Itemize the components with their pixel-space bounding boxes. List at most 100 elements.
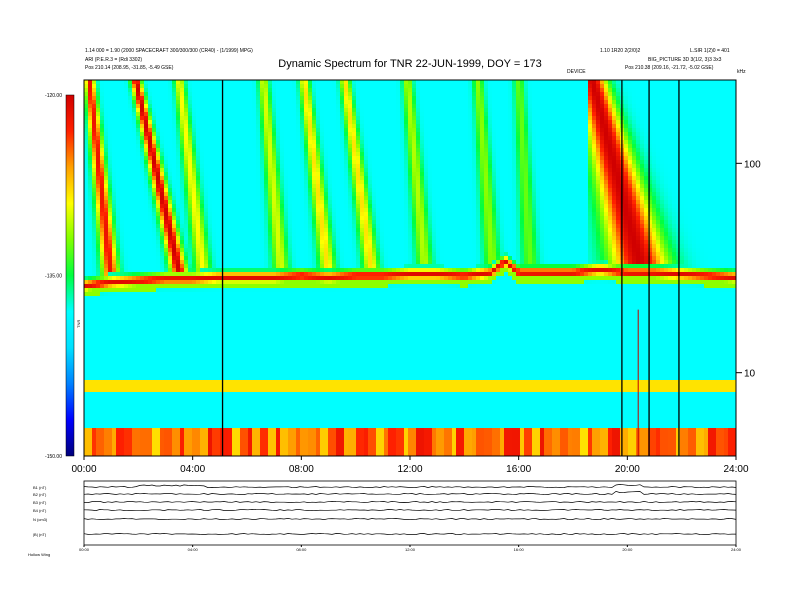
- spectrum-cell: [272, 156, 277, 161]
- spectrum-cell: [700, 92, 705, 97]
- spectrum-cell: [436, 144, 441, 149]
- spectrum-cell: [376, 192, 381, 197]
- spectrum-cell: [216, 152, 221, 157]
- spectrum-cell: [368, 160, 373, 165]
- spectrum-cell: [608, 116, 613, 121]
- spectrum-cell: [168, 164, 173, 169]
- spectrum-cell: [568, 124, 573, 129]
- spectrum-cell: [200, 116, 205, 121]
- spectrum-cell: [164, 152, 169, 157]
- spectrum-cell: [316, 160, 321, 165]
- spectrum-cell: [460, 120, 465, 125]
- spectrum-cell: [120, 152, 125, 157]
- spectrum-cell: [332, 104, 337, 109]
- spectrum-cell: [164, 92, 169, 97]
- spectrum-cell: [108, 92, 113, 97]
- spectrum-cell: [216, 196, 221, 201]
- spectrum-cell: [152, 136, 157, 141]
- spectrum-cell: [112, 84, 117, 89]
- spectrum-cell: [648, 88, 653, 93]
- spectrum-cell: [436, 132, 441, 137]
- spectrum-cell: [152, 104, 157, 109]
- spectrum-cell: [232, 160, 237, 165]
- spectrum-cell: [488, 128, 493, 133]
- spectrum-cell: [324, 184, 329, 189]
- spectrum-cell: [448, 120, 453, 125]
- spectrum-cell: [684, 184, 689, 189]
- spectrum-cell: [188, 104, 193, 109]
- spectrum-cell: [448, 112, 453, 117]
- spectrum-cell: [320, 156, 325, 161]
- spectrum-cell: [464, 112, 469, 117]
- spectrum-cell: [628, 96, 633, 101]
- spectrum-cell: [632, 180, 637, 185]
- spectrum-cell: [672, 112, 677, 117]
- spectrum-cell: [352, 132, 357, 137]
- spectrum-cell: [532, 112, 537, 117]
- spectrum-cell: [680, 180, 685, 185]
- spectrum-cell: [444, 148, 449, 153]
- spectrum-cell: [144, 152, 149, 157]
- spectrum-cell: [196, 160, 201, 165]
- spectrum-cell: [648, 104, 653, 109]
- spectrum-cell: [504, 108, 509, 113]
- spectrum-cell: [128, 168, 133, 173]
- spectrum-cell: [256, 164, 261, 169]
- spectrum-cell: [364, 136, 369, 141]
- spectrum-cell: [436, 180, 441, 185]
- spectrum-cell: [724, 176, 729, 181]
- spectrum-cell: [472, 140, 477, 145]
- spectrum-cell: [176, 92, 181, 97]
- spectrum-cell: [308, 192, 313, 197]
- spectrum-cell: [280, 120, 285, 125]
- spectrum-cell: [452, 160, 457, 165]
- spectrum-cell: [148, 88, 153, 93]
- spectrum-cell: [108, 96, 113, 101]
- spectrum-cell: [260, 200, 265, 205]
- spectrum-cell: [652, 112, 657, 117]
- spectrum-cell: [324, 196, 329, 201]
- spectrum-cell: [184, 152, 189, 157]
- spectrum-cell: [484, 136, 489, 141]
- spectrum-cell: [484, 188, 489, 193]
- spectrum-cell: [100, 88, 105, 93]
- spectrum-cell: [412, 88, 417, 93]
- spectrum-cell: [144, 104, 149, 109]
- spectrum-cell: [396, 128, 401, 133]
- spectrum-cell: [456, 108, 461, 113]
- spectrum-cell: [668, 100, 673, 105]
- spectrum-cell: [436, 92, 441, 97]
- spectrum-cell: [368, 176, 373, 181]
- spectrum-cell: [440, 148, 445, 153]
- spectrum-cell: [172, 84, 177, 89]
- spectrum-cell: [296, 164, 301, 169]
- spectrum-cell: [180, 96, 185, 101]
- spectrum-cell: [660, 88, 665, 93]
- spectrum-cell: [692, 196, 697, 201]
- spectrum-cell: [728, 168, 733, 173]
- spectrum-cell: [680, 120, 685, 125]
- spectrum-cell: [568, 196, 573, 201]
- spectrum-cell: [88, 132, 93, 137]
- spectrum-cell: [156, 168, 161, 173]
- spectrum-cell: [616, 92, 621, 97]
- spectrum-cell: [548, 176, 553, 181]
- spectrum-cell: [316, 140, 321, 145]
- spectrum-cell: [84, 136, 89, 141]
- spectrum-cell: [156, 88, 161, 93]
- spectrum-cell: [448, 156, 453, 161]
- spectrum-cell: [504, 148, 509, 153]
- spectrum-cell: [648, 120, 653, 125]
- spectrum-cell: [200, 100, 205, 105]
- spectrum-cell: [396, 88, 401, 93]
- spectrum-cell: [296, 192, 301, 197]
- spectrum-cell: [352, 88, 357, 93]
- spectrum-cell: [164, 124, 169, 129]
- spectrum-cell: [588, 140, 593, 145]
- spectrum-cell: [484, 120, 489, 125]
- spectrum-cell: [716, 112, 721, 117]
- spectrum-cell: [392, 116, 397, 121]
- spectrum-cell: [288, 184, 293, 189]
- spectrum-cell: [308, 124, 313, 129]
- spectrum-cell: [392, 184, 397, 189]
